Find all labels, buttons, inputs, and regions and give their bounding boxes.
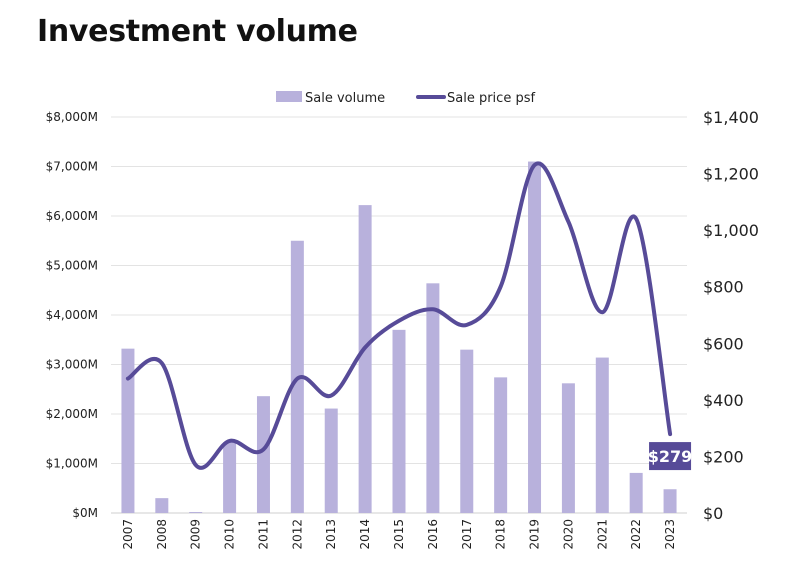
left-axis-tick-label: $6,000M xyxy=(46,209,98,223)
x-axis-tick-label: 2008 xyxy=(155,519,169,550)
bar-sale-volume xyxy=(223,442,237,513)
right-axis-tick-label: $600 xyxy=(703,334,744,353)
bar-sale-volume xyxy=(121,348,135,513)
x-axis-tick-label: 2019 xyxy=(528,519,542,550)
bar-sale-volume xyxy=(256,396,270,513)
right-axis-tick-label: $0 xyxy=(703,504,723,523)
x-axis-tick-label: 2015 xyxy=(392,519,406,550)
bar-sale-volume xyxy=(189,512,203,513)
bar-sale-volume xyxy=(629,472,643,513)
legend-label-sale-price-psf: Sale price psf xyxy=(447,91,535,106)
bar-sale-volume xyxy=(155,498,169,513)
line-sale-price-psf xyxy=(125,161,673,470)
left-axis-tick-label: $1,000M xyxy=(46,457,98,471)
right-axis-tick-label: $1,400 xyxy=(703,108,759,127)
x-axis-tick-label: 2012 xyxy=(290,519,304,550)
chart-title: Investment volume xyxy=(37,14,358,49)
bar-sale-volume xyxy=(494,377,508,513)
left-axis-tick-label: $8,000M xyxy=(46,110,98,124)
x-axis-tick-label: 2021 xyxy=(595,519,609,550)
left-axis-tick-label: $4,000M xyxy=(46,308,98,322)
x-axis-tick-label: 2009 xyxy=(189,519,203,550)
x-axis-tick-label: 2016 xyxy=(426,519,440,550)
left-axis-tick-label: $2,000M xyxy=(46,407,98,421)
x-axis-tick-label: 2014 xyxy=(358,519,372,550)
right-axis-tick-label: $800 xyxy=(703,278,744,297)
bar-sale-volume xyxy=(324,408,338,513)
bar-sale-volume xyxy=(426,283,440,513)
left-axis-tick-label: $7,000M xyxy=(46,160,98,174)
bar-sale-volume xyxy=(663,489,677,513)
x-axis-tick-label: 2017 xyxy=(460,519,474,550)
bar-sale-volume xyxy=(595,357,609,513)
x-axis-tick-label: 2013 xyxy=(324,519,338,550)
legend-label-sale-volume: Sale volume xyxy=(305,91,385,106)
left-axis-tick-label: $0M xyxy=(72,506,98,520)
x-axis-tick-label: 2007 xyxy=(121,519,135,550)
bar-sale-volume xyxy=(392,329,406,513)
bar-sale-volume xyxy=(561,383,575,513)
x-axis-tick-label: 2011 xyxy=(256,519,270,550)
legend-swatch-sale-volume xyxy=(276,91,302,102)
bar-sale-volume xyxy=(460,349,474,513)
left-axis-tick-label: $3,000M xyxy=(46,358,98,372)
annotation-label: $279 xyxy=(648,447,693,466)
x-axis-tick-label: 2020 xyxy=(561,519,575,550)
annotation-box xyxy=(649,442,692,471)
right-axis-tick-label: $200 xyxy=(703,447,744,466)
right-axis-tick-label: $400 xyxy=(703,391,744,410)
right-axis-tick-label: $1,200 xyxy=(703,165,759,184)
right-axis-tick-label: $1,000 xyxy=(703,221,759,240)
left-axis-tick-label: $5,000M xyxy=(46,259,98,273)
bar-sale-volume xyxy=(358,205,372,514)
bar-sale-volume xyxy=(528,161,542,514)
x-axis-tick-label: 2010 xyxy=(223,519,237,550)
x-axis-tick-label: 2018 xyxy=(494,519,508,550)
x-axis-tick-label: 2023 xyxy=(663,519,677,550)
x-axis-tick-label: 2022 xyxy=(629,519,643,550)
